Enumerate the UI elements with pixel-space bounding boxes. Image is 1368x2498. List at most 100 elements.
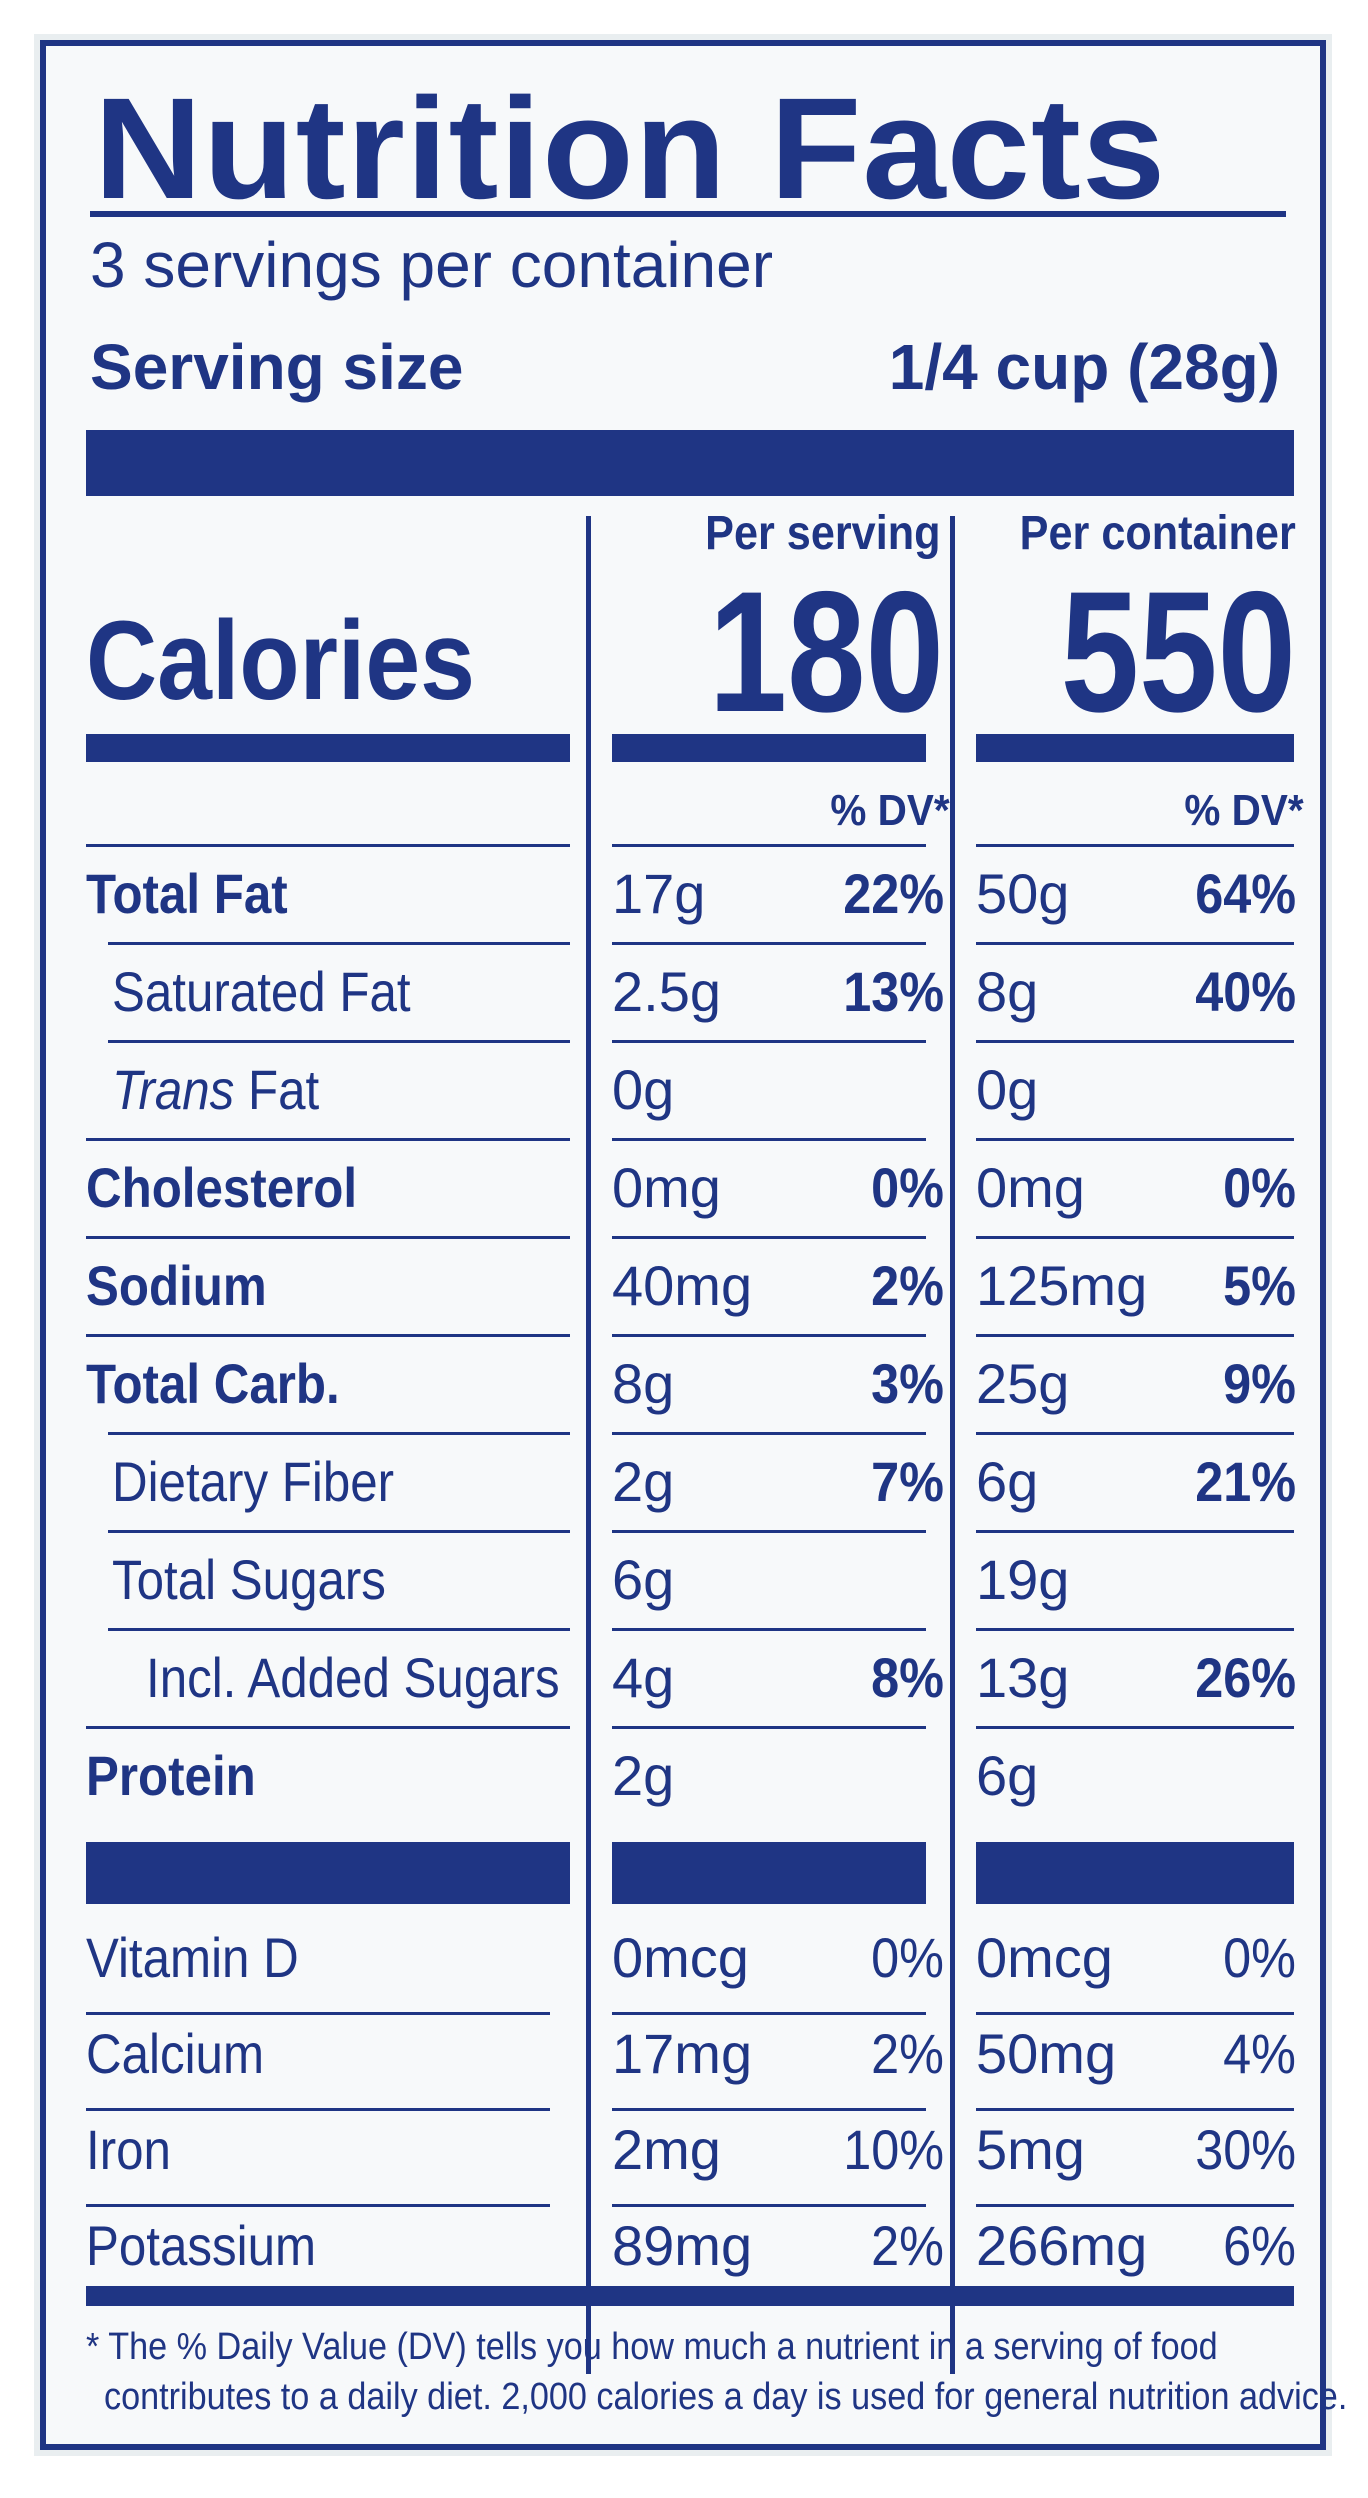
vitamin-serving-dv: 2% — [871, 2022, 944, 2085]
row-rule — [108, 942, 570, 945]
row-rule — [86, 1138, 570, 1141]
container-amount: 50g — [976, 862, 1070, 925]
label-title: Nutrition Facts — [94, 68, 1167, 229]
row-rule — [976, 1726, 1294, 1729]
row-rule — [86, 1236, 570, 1239]
container-amount: 19g — [976, 1548, 1070, 1611]
vitamin-container-dv: 6% — [1223, 2214, 1296, 2277]
nutrient-name: Total Sugars — [112, 1548, 386, 1611]
serving-dv: 22% — [843, 862, 944, 925]
vitamin-rule — [976, 2204, 1294, 2207]
nutrient-name: Saturated Fat — [112, 960, 411, 1023]
nutrient-name: Protein — [86, 1744, 256, 1807]
thick-divider-right — [976, 1842, 1294, 1904]
vitamin-name: Vitamin D — [86, 1926, 299, 1989]
serving-amount: 8g — [612, 1352, 675, 1415]
container-amount: 0g — [976, 1058, 1039, 1121]
row-rule — [612, 1040, 926, 1043]
row-rule — [612, 1726, 926, 1729]
footnote-line-1: * The % Daily Value (DV) tells you how m… — [86, 2326, 1218, 2368]
row-rule — [612, 1138, 926, 1141]
vitamin-rule — [612, 2108, 926, 2111]
container-amount: 0mg — [976, 1156, 1085, 1219]
vitamin-serving-amount: 0mcg — [612, 1926, 749, 1989]
row-rule — [612, 1432, 926, 1435]
vitamin-rule — [976, 2108, 1294, 2111]
container-dv: 9% — [1223, 1352, 1296, 1415]
nutrient-name-rest: Fat — [234, 1058, 320, 1121]
calories-label: Calories — [86, 598, 475, 723]
row-rule — [86, 844, 570, 847]
calories-per-container: 550 — [1060, 556, 1296, 748]
nutrient-name: Incl. Added Sugars — [146, 1646, 560, 1709]
nutrient-name: Trans Fat — [112, 1062, 319, 1118]
column-divider-1 — [586, 516, 591, 2374]
calories-bar-1 — [86, 734, 570, 762]
container-amount: 8g — [976, 960, 1039, 1023]
row-rule — [612, 1236, 926, 1239]
title-rule — [90, 211, 1286, 217]
serving-amount: 0g — [612, 1058, 675, 1121]
vitamin-container-amount: 5mg — [976, 2118, 1085, 2181]
container-amount: 25g — [976, 1352, 1070, 1415]
vitamin-rule — [86, 2012, 550, 2015]
vitamin-container-dv: 0% — [1223, 1926, 1296, 1989]
serving-dv: 2% — [871, 1254, 944, 1317]
nutrient-name: Total Carb. — [86, 1352, 340, 1415]
row-rule — [612, 1530, 926, 1533]
vitamin-container-amount: 266mg — [976, 2214, 1148, 2277]
nutrient-name-italic: Trans — [112, 1058, 235, 1121]
row-rule — [86, 1726, 570, 1729]
container-dv: 0% — [1223, 1156, 1296, 1219]
vitamin-name: Calcium — [86, 2022, 264, 2085]
calories-bar-3 — [976, 734, 1294, 762]
vitamin-name: Iron — [86, 2118, 171, 2181]
vitamin-rule — [612, 2204, 926, 2207]
container-dv: 64% — [1195, 862, 1296, 925]
row-rule — [108, 1530, 570, 1533]
vitamin-rule — [976, 2012, 1294, 2015]
nutrient-name: Sodium — [86, 1254, 267, 1317]
serving-amount: 17g — [612, 862, 706, 925]
vitamin-container-amount: 50mg — [976, 2022, 1117, 2085]
row-rule — [976, 1236, 1294, 1239]
serving-amount: 0mg — [612, 1156, 721, 1219]
row-rule — [108, 1040, 570, 1043]
container-dv: 5% — [1223, 1254, 1296, 1317]
serving-dv: 7% — [871, 1450, 944, 1513]
serving-dv: 8% — [871, 1646, 944, 1709]
row-rule — [976, 1334, 1294, 1337]
row-rule — [976, 1530, 1294, 1533]
row-rule — [612, 1628, 926, 1631]
footnote-line-2: contributes to a daily diet. 2,000 calor… — [104, 2376, 1348, 2418]
row-rule — [976, 844, 1294, 847]
thick-divider-middle — [612, 1842, 926, 1904]
vitamin-rule — [86, 2204, 550, 2207]
thick-divider-top — [86, 430, 1294, 496]
column-divider-2 — [950, 516, 955, 2374]
serving-dv: 13% — [843, 960, 944, 1023]
serving-size-label: Serving size — [90, 331, 464, 403]
servings-per-container: 3 servings per container — [90, 229, 774, 301]
vitamin-name: Potassium — [86, 2214, 317, 2277]
row-rule — [86, 1334, 570, 1337]
vitamin-serving-amount: 2mg — [612, 2118, 721, 2181]
container-amount: 6g — [976, 1744, 1039, 1807]
calories-per-serving: 180 — [708, 556, 944, 748]
row-rule — [612, 1334, 926, 1337]
serving-amount: 6g — [612, 1548, 675, 1611]
vitamin-serving-dv: 10% — [843, 2118, 944, 2181]
nutrient-name: Cholesterol — [86, 1156, 358, 1219]
thick-divider-bottom — [86, 2286, 1294, 2306]
row-rule — [108, 1628, 570, 1631]
vitamin-container-dv: 4% — [1223, 2022, 1296, 2085]
vitamin-rule — [612, 2012, 926, 2015]
serving-amount: 2g — [612, 1450, 675, 1513]
container-dv: 40% — [1195, 960, 1296, 1023]
dv-header-container: % DV* — [1184, 786, 1304, 835]
row-rule — [612, 942, 926, 945]
nutrient-name: Dietary Fiber — [112, 1450, 395, 1513]
vitamin-serving-dv: 2% — [871, 2214, 944, 2277]
vitamin-container-dv: 30% — [1195, 2118, 1296, 2181]
serving-amount: 4g — [612, 1646, 675, 1709]
